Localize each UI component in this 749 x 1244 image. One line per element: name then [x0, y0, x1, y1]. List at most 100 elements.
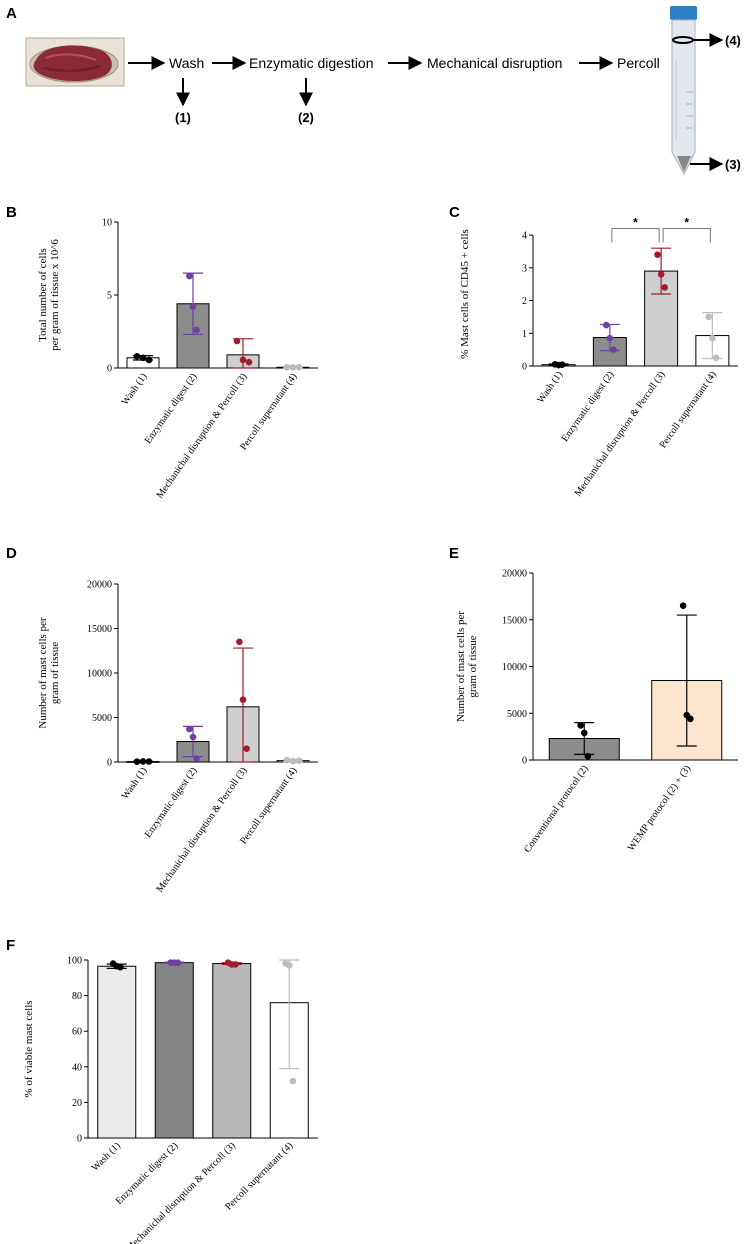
panel-letter-b: B	[6, 204, 17, 221]
data-point	[233, 337, 241, 345]
bar	[97, 965, 137, 1139]
data-point	[117, 963, 124, 971]
y-tick-label: 5000	[92, 713, 112, 724]
y-tick-label: 40	[72, 1062, 82, 1073]
wash-output-label: (1)	[175, 110, 191, 125]
data-point	[145, 356, 153, 364]
panel-letter-e: E	[449, 545, 459, 562]
step-wash: Wash	[169, 55, 204, 71]
data-point	[606, 334, 614, 342]
data-point	[193, 755, 200, 762]
tube-top-output-label: (4)	[725, 33, 741, 48]
category-label: Mechanichal disruption & Percoll (3)	[573, 369, 668, 498]
percoll-tube	[670, 6, 697, 176]
bar	[154, 962, 194, 1139]
data-point	[239, 696, 247, 703]
chart-e: 0 5000 10000 15000 20000 Number of mast cells…	[455, 569, 738, 855]
y-tick-label: 0	[107, 758, 112, 769]
y-tick-label: 80	[72, 991, 82, 1002]
data-point	[709, 334, 716, 342]
y-axis-title: gram of tissue	[49, 642, 61, 704]
data-point	[133, 353, 141, 360]
category-label: Wash (1)	[120, 765, 150, 801]
data-point	[654, 251, 661, 259]
data-point	[283, 363, 291, 371]
y-tick-label: 60	[72, 1027, 82, 1038]
y-tick-label: 5	[107, 291, 112, 302]
data-point	[584, 752, 592, 760]
data-point	[679, 602, 687, 610]
category-label: Enzymatic digest (2)	[560, 369, 617, 444]
tissue-dish-image	[25, 37, 125, 87]
data-point	[245, 358, 253, 366]
data-point	[295, 363, 303, 371]
category-label: Wash (1)	[535, 369, 565, 405]
data-point	[580, 729, 588, 737]
chart-d: 0 5000 10000 15000 20000 Number of mast cells…	[37, 580, 318, 895]
y-tick-label: 0	[107, 364, 112, 375]
panel-letter-f: F	[6, 937, 15, 954]
y-tick-label: 5000	[507, 709, 527, 720]
panel-letter-c: C	[449, 204, 460, 221]
data-point	[657, 271, 665, 278]
significance-bracket	[611, 228, 660, 243]
category-label: Wash (1)	[120, 371, 150, 407]
step-enzymatic-digestion: Enzymatic digestion	[249, 55, 374, 71]
tube-bottom-output-label: (3)	[725, 157, 741, 172]
category-label: Mechanichal disruption & Percoll (3)	[124, 1140, 238, 1244]
data-point	[602, 321, 610, 329]
significance-label: *	[684, 216, 689, 230]
chart-c: 0 1 2 3 4 % Mast cells of CD45 + cells Wash (1…	[459, 216, 738, 499]
data-point	[610, 346, 617, 353]
significance-bracket	[662, 228, 711, 243]
y-tick-label: 10000	[502, 662, 527, 673]
y-axis-title: Total number of cells	[37, 248, 49, 342]
data-point	[712, 354, 720, 362]
data-point	[285, 962, 293, 969]
panel-letter-a: A	[6, 5, 17, 22]
data-point	[705, 313, 713, 321]
data-point	[289, 363, 297, 371]
category-label: Percoll supernatant (4)	[238, 765, 299, 846]
data-point	[139, 354, 147, 362]
y-tick-label: 20	[72, 1098, 82, 1109]
y-axis-title: gram of tissue	[467, 635, 479, 697]
data-point	[232, 961, 239, 968]
category-label: Mechanichal disruption & Percoll (3)	[154, 371, 249, 500]
y-axis-title: per gram of tissue x 10^6	[49, 239, 61, 351]
data-point	[243, 745, 250, 752]
category-label: Enzymatic digest (2)	[143, 371, 200, 446]
digestion-output-label: (2)	[298, 110, 314, 125]
category-label: Enzymatic digest (2)	[143, 765, 200, 840]
chart-b: 0 5 10 Total number of cells per gram of tis…	[37, 218, 318, 501]
y-axis-title: Number of mast cells per	[455, 611, 467, 723]
y-tick-label: 100	[67, 956, 82, 967]
y-tick-label: 0	[522, 756, 527, 767]
data-point	[189, 733, 197, 741]
data-point	[289, 1077, 297, 1085]
data-point	[236, 638, 243, 646]
y-axis-title: % of viable mast cells	[23, 1000, 35, 1097]
data-point	[289, 757, 297, 765]
data-point	[193, 326, 200, 334]
category-label: Percoll supernatant (4)	[658, 369, 719, 450]
category-label: Conventional protocol (2)	[522, 763, 591, 854]
workflow-diagram: Wash (1) Enzymatic digestion (2) Mechani…	[25, 6, 741, 176]
significance-label: *	[633, 216, 638, 230]
y-tick-label: 0	[77, 1134, 82, 1145]
y-tick-label: 20000	[502, 569, 527, 580]
data-point	[283, 756, 291, 764]
category-label: Wash (1)	[90, 1140, 123, 1173]
data-point	[687, 715, 694, 723]
category-label: Mechanichal disruption & Percoll (3)	[154, 765, 249, 894]
y-tick-label: 2	[522, 296, 527, 307]
y-axis-title: % Mast cells of CD45 + cells	[459, 229, 471, 359]
data-point	[186, 725, 193, 733]
y-axis-title: Number of mast cells per	[37, 617, 49, 729]
data-point	[239, 356, 247, 364]
data-point	[577, 722, 584, 729]
chart-f: 0 20 40 60 80 100 % of viable mast cells Wash (…	[23, 956, 318, 1244]
data-point	[133, 758, 141, 765]
y-tick-label: 10000	[87, 669, 112, 680]
